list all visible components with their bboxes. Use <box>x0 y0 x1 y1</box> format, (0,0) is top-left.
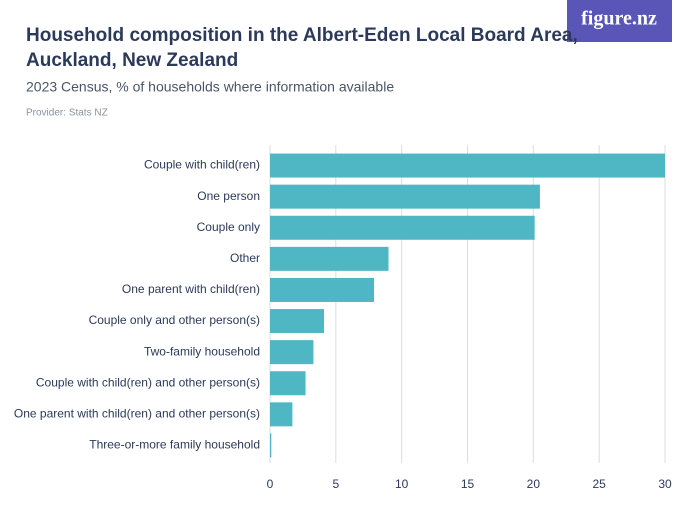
x-tick-label: 0 <box>267 477 274 491</box>
logo: figure.nz <box>581 8 657 30</box>
bar <box>270 153 665 178</box>
y-tick-label: Couple only and other person(s) <box>89 313 260 327</box>
x-tick-label: 30 <box>658 477 672 491</box>
bar <box>270 277 375 302</box>
y-tick-label: Two-family household <box>144 344 260 358</box>
bar <box>270 433 272 458</box>
y-tick-label: Couple with child(ren) and other person(… <box>36 375 260 389</box>
y-tick-label: One parent with child(ren) and other per… <box>14 407 260 421</box>
bar <box>270 215 535 240</box>
x-tick-label: 25 <box>592 477 606 491</box>
bar <box>270 184 540 209</box>
x-tick-label: 20 <box>527 477 541 491</box>
bar <box>270 371 306 396</box>
chart-title: Household composition in the Albert-Eden… <box>26 25 578 46</box>
logo-box <box>567 0 672 42</box>
y-tick-label: Three-or-more family household <box>89 438 260 452</box>
bar <box>270 246 389 271</box>
x-tick-label: 10 <box>395 477 409 491</box>
bar <box>270 309 324 334</box>
y-tick-label: Other <box>230 251 260 265</box>
provider: Provider: Stats NZ <box>26 108 108 119</box>
bar <box>270 340 314 365</box>
y-tick-label: One person <box>197 189 260 203</box>
y-tick-label: One parent with child(ren) <box>122 282 260 296</box>
y-tick-label: Couple with child(ren) <box>144 158 260 172</box>
x-tick-label: 15 <box>461 477 475 491</box>
y-tick-label: Couple only <box>197 220 260 234</box>
bar <box>270 402 293 427</box>
chart-title: Auckland, New Zealand <box>26 50 238 71</box>
chart-subtitle: 2023 Census, % of households where infor… <box>26 79 394 95</box>
x-tick-label: 5 <box>332 477 339 491</box>
